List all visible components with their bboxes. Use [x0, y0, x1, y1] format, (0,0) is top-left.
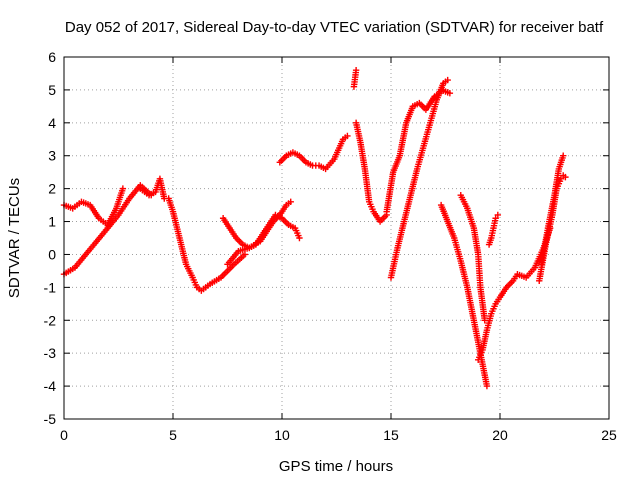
data-point — [446, 90, 454, 97]
y-tick-label: 0 — [48, 246, 56, 262]
x-tick-label: 20 — [492, 427, 508, 443]
data-point — [287, 198, 294, 205]
y-tick-label: -4 — [44, 378, 57, 394]
data-point — [444, 76, 451, 84]
y-tick-label: 5 — [48, 82, 56, 98]
y-tick-label: 6 — [48, 49, 56, 65]
plot-frame — [63, 56, 610, 420]
data-point — [492, 215, 499, 222]
y-tick-label: -5 — [44, 411, 57, 427]
data-point — [344, 132, 351, 140]
data-point — [562, 173, 569, 181]
data-point — [119, 185, 127, 192]
chart-title: Day 052 of 2017, Sidereal Day-to-day VTE… — [65, 19, 604, 36]
grid-lines — [64, 57, 609, 419]
data-points — [60, 66, 569, 390]
y-tick-label: -2 — [44, 312, 57, 328]
tick-labels: 0 5 10 15 20 25 -5 -4 -3 -2 -1 0 1 2 3 4 5 6 — [44, 49, 617, 443]
y-tick-label: -3 — [44, 345, 57, 361]
data-point — [560, 152, 567, 159]
x-tick-label: 0 — [60, 427, 68, 443]
x-tick-label: 10 — [274, 427, 290, 443]
data-point — [296, 234, 303, 242]
x-tick-label: 15 — [383, 427, 399, 443]
y-tick-label: -1 — [44, 279, 57, 295]
y-tick-label: 4 — [48, 115, 56, 131]
tick-marks — [63, 56, 610, 420]
data-point — [352, 66, 360, 74]
x-tick-label: 25 — [601, 427, 617, 443]
y-axis-label: SDTVAR / TECUs — [6, 178, 23, 298]
y-tick-label: 3 — [48, 148, 56, 164]
x-tick-label: 5 — [169, 427, 177, 443]
data-point — [494, 211, 502, 219]
y-tick-label: 2 — [48, 181, 56, 197]
data-point — [483, 382, 491, 390]
y-tick-label: 1 — [48, 214, 56, 230]
data-point — [557, 175, 565, 182]
x-axis-label: GPS time / hours — [279, 458, 393, 475]
